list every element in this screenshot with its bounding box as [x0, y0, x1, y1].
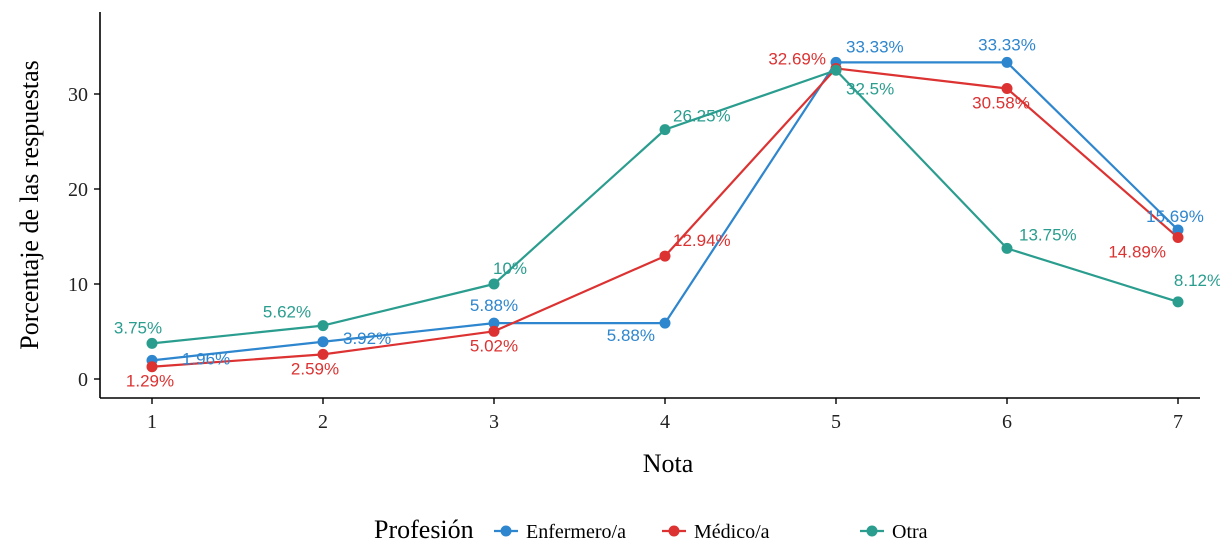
y-tick-label: 30: [68, 84, 88, 106]
x-tick-label: 7: [1173, 411, 1183, 433]
series-2-data-label: 12.94%: [673, 231, 731, 250]
data-labels: 1.96% 3.92% 5.88% 5.88% 33.33% 33.33% 15.69% 1.…: [114, 35, 1220, 390]
legend-label-1: Enfermero/a: [526, 521, 626, 543]
series-3-point: [317, 320, 329, 332]
series-3-data-label: 13.75%: [1019, 225, 1077, 244]
x-axis-title: Nota: [643, 449, 694, 478]
series-3-point: [1001, 242, 1013, 254]
series-1-point: [488, 317, 500, 329]
series-3-point: [488, 278, 500, 290]
x-tick-label: 2: [318, 411, 328, 433]
series-points: [146, 56, 1184, 373]
y-ticks: 0 10 20 30: [68, 84, 100, 391]
x-tick-label: 5: [831, 411, 841, 433]
series-1-data-label: 33.33%: [978, 35, 1036, 54]
series-2-point: [488, 325, 500, 337]
series-2-data-label: 1.29%: [126, 372, 174, 391]
series-3-data-label: 5.62%: [263, 303, 311, 322]
series-2-point: [659, 250, 671, 262]
series-3-data-label: 10%: [493, 259, 527, 278]
x-ticks: 1 2 3 4 5 6 7: [147, 398, 1183, 433]
legend-label-3: Otra: [892, 521, 928, 543]
series-2-point: [1172, 232, 1184, 244]
series-1-point: [1001, 56, 1013, 68]
legend-key-point-1: [500, 525, 512, 537]
x-tick-label: 3: [489, 411, 499, 433]
series-3-point: [830, 64, 842, 76]
series-3-point: [1172, 296, 1184, 308]
legend-key-point-2: [668, 525, 680, 537]
series-2-data-label: 32.69%: [768, 49, 826, 68]
series-3-data-label: 32.5%: [846, 79, 894, 98]
series-3-data-label: 26.25%: [673, 107, 731, 126]
axes: [99, 12, 1200, 399]
y-axis-title: Porcentaje de las respuestas: [15, 60, 44, 350]
x-tick-label: 6: [1002, 411, 1012, 433]
series-2-point: [317, 348, 329, 360]
series-2-point: [1001, 82, 1013, 94]
series-2-data-label: 5.02%: [470, 336, 518, 355]
y-tick-label: 10: [68, 274, 88, 296]
series-1-data-label: 1.96%: [182, 349, 230, 368]
series-3-point: [146, 337, 158, 349]
series-1-data-label: 5.88%: [607, 326, 655, 345]
series-2-data-label: 30.58%: [972, 93, 1030, 112]
series-3-data-label: 8.12%: [1174, 271, 1220, 290]
legend-label-2: Médico/a: [694, 521, 770, 543]
x-tick-label: 1: [147, 411, 157, 433]
series-1-point: [317, 336, 329, 348]
legend: Profesión Enfermero/a Médico/a Otra: [374, 515, 928, 544]
series-3-point: [659, 124, 671, 136]
series-1-data-label: 33.33%: [846, 37, 904, 56]
series-1-point: [1172, 224, 1184, 236]
y-tick-label: 20: [68, 179, 88, 201]
x-tick-label: 4: [660, 411, 670, 433]
legend-key-point-3: [866, 525, 878, 537]
series-2-data-label: 14.89%: [1108, 243, 1166, 262]
y-tick-label: 0: [78, 369, 88, 391]
legend-title: Profesión: [374, 515, 474, 544]
legend-items: Enfermero/a Médico/a Otra: [494, 521, 928, 543]
series-2-data-label: 2.59%: [291, 359, 339, 378]
series-1-data-label: 5.88%: [470, 296, 518, 315]
series-3-data-label: 3.75%: [114, 318, 162, 337]
series-2-point: [146, 361, 158, 373]
series-1-data-label: 15.69%: [1146, 207, 1204, 226]
series-1-point: [659, 317, 671, 329]
series-1-data-label: 3.92%: [343, 329, 391, 348]
